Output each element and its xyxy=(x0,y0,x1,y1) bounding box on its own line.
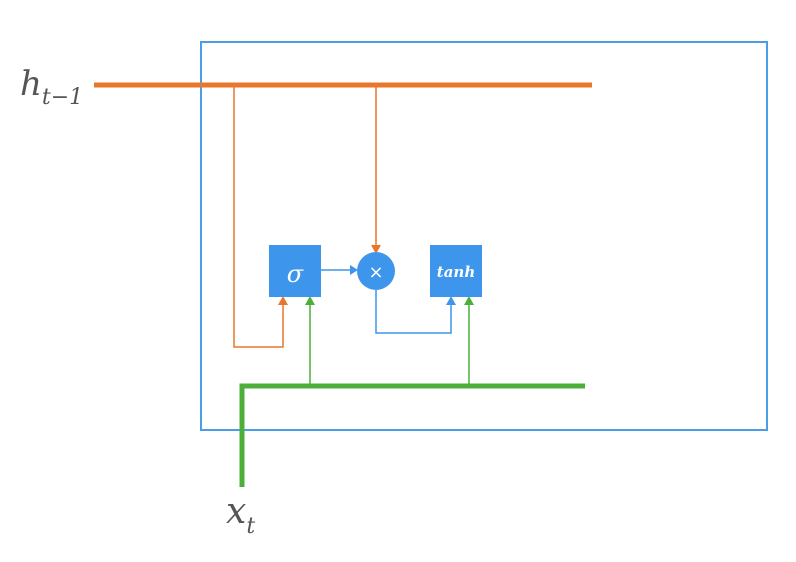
hidden-to-sigma-arrowhead xyxy=(278,296,288,305)
hidden-to-sigma-path xyxy=(233,85,284,348)
multiply-to-tanh-arrowhead xyxy=(446,296,456,305)
input-label: xt xyxy=(226,491,255,539)
hidden-state-label: ht−1 xyxy=(20,64,83,110)
multiply-label: × xyxy=(368,262,383,283)
cell-boundary xyxy=(200,41,768,431)
sigma-gate-box xyxy=(269,245,321,297)
input-line xyxy=(239,383,585,487)
input-to-tanh-arrowhead xyxy=(464,296,474,305)
multiply-to-tanh-path xyxy=(375,290,452,334)
sigma-to-multiply-arrowhead xyxy=(350,265,358,275)
tanh-gate-label: tanh xyxy=(437,263,475,281)
tanh-gate-box xyxy=(430,245,482,297)
multiply-node xyxy=(357,252,395,290)
sigma-gate-label: σ xyxy=(287,260,304,288)
input-to-sigma-arrowhead xyxy=(305,296,315,305)
hidden-to-multiply-arrowhead xyxy=(371,245,381,254)
